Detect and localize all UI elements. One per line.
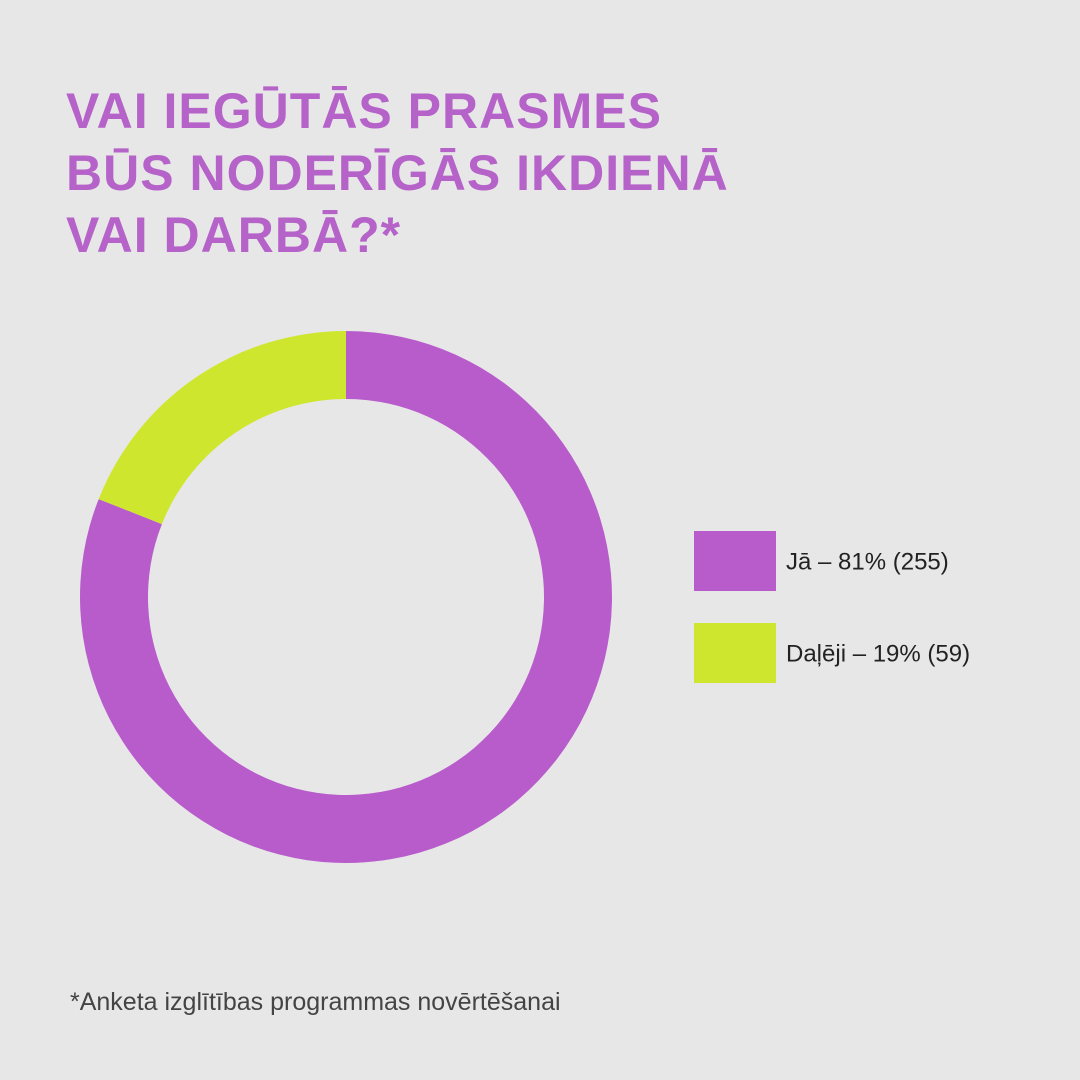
legend-swatch (694, 531, 776, 591)
chart-title: VAI IEGŪTĀS PRASMES (66, 83, 662, 139)
chart-title: BŪS NODERĪGĀS IKDIENĀ (66, 145, 729, 201)
legend-label: Daļēji – 19% (59) (786, 640, 970, 667)
chart-title: VAI DARBĀ?* (66, 207, 401, 263)
footnote: *Anketa izglītības programmas novērtēšan… (70, 988, 561, 1016)
legend-swatch (694, 623, 776, 683)
legend-label: Jā – 81% (255) (786, 548, 949, 575)
donut-segment (98, 331, 346, 525)
